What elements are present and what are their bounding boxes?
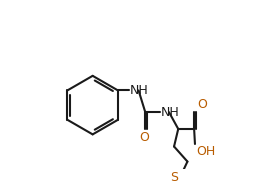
Text: NH: NH bbox=[129, 84, 148, 97]
Text: OH: OH bbox=[196, 145, 216, 158]
Text: NH: NH bbox=[161, 106, 180, 119]
Text: O: O bbox=[140, 131, 149, 144]
Text: O: O bbox=[198, 98, 208, 111]
Text: S: S bbox=[170, 171, 179, 184]
